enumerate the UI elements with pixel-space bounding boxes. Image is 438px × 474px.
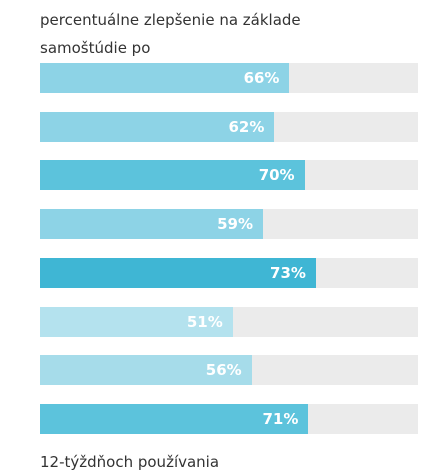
bar-track: 59% — [40, 209, 418, 240]
bar — [40, 355, 252, 386]
value-label: 73% — [270, 263, 306, 282]
bar-track: 62% — [40, 111, 418, 142]
value-label: 56% — [205, 361, 242, 380]
value-label: 62% — [228, 117, 265, 136]
value-label: 66% — [243, 69, 280, 87]
bar-track: 66% — [40, 63, 418, 93]
bar-track: 51% — [40, 306, 418, 337]
value-label: 59% — [217, 215, 254, 234]
bar — [40, 257, 316, 288]
bar-track: 71% — [40, 403, 418, 434]
bar — [40, 160, 305, 191]
chart-title: percentuálne zlepšenie na základe samošt… — [40, 11, 301, 57]
value-label: 51% — [186, 312, 223, 331]
bar-track: 56% — [40, 355, 418, 386]
chart-subtitle: 12-týždňoch používania — [40, 453, 220, 471]
value-label: 70% — [258, 166, 295, 185]
bar — [40, 111, 275, 142]
bar — [40, 403, 309, 434]
bar — [40, 306, 233, 337]
bar-track: 73% — [40, 257, 418, 288]
bar — [40, 63, 290, 93]
bar — [40, 209, 264, 240]
bar-track: 70% — [40, 160, 418, 191]
value-label: 71% — [262, 409, 299, 428]
